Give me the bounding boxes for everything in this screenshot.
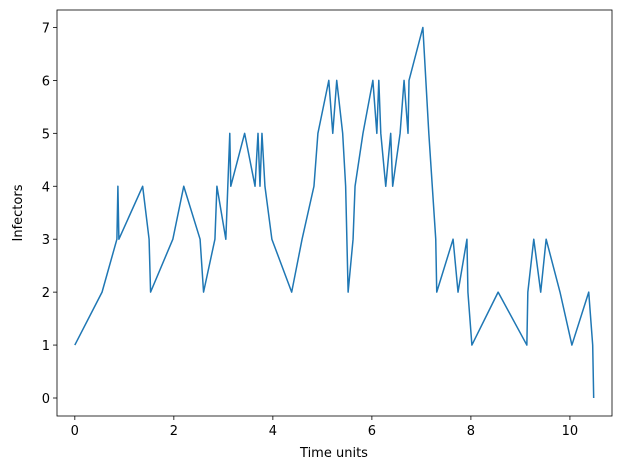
x-tick-label: 2 — [170, 424, 178, 439]
y-tick-label: 1 — [42, 339, 50, 354]
plot-frame — [56, 9, 613, 417]
y-tick-label: 3 — [42, 233, 50, 248]
x-tick-label: 6 — [368, 424, 376, 439]
x-tick-label: 10 — [562, 424, 579, 439]
x-tick-label: 8 — [467, 424, 475, 439]
y-tick-label: 5 — [42, 127, 50, 142]
y-tick-label: 7 — [42, 21, 50, 36]
y-tick-label: 6 — [42, 74, 50, 89]
y-axis-label: Infectors — [11, 184, 26, 241]
x-axis-label: Time units — [299, 446, 368, 461]
x-tick-label: 0 — [71, 424, 79, 439]
y-tick-label: 4 — [42, 180, 50, 195]
data-line — [74, 26, 595, 399]
x-tick-label: 4 — [269, 424, 277, 439]
y-tick-label: 0 — [42, 392, 50, 407]
y-tick-label: 2 — [42, 286, 50, 301]
